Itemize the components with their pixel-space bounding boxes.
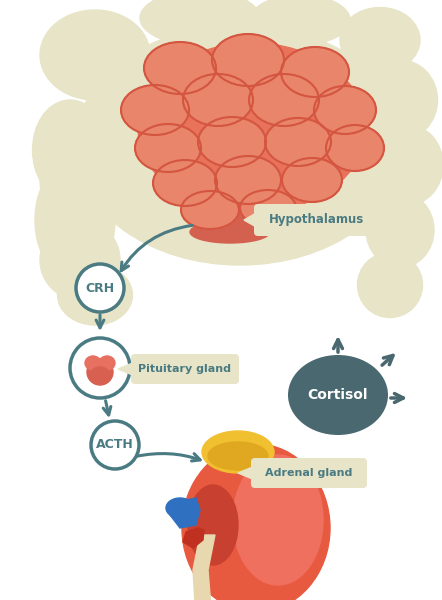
Ellipse shape — [190, 221, 270, 243]
Ellipse shape — [166, 498, 194, 518]
Text: Pituitary gland: Pituitary gland — [138, 364, 232, 374]
Ellipse shape — [208, 442, 268, 470]
Ellipse shape — [135, 124, 201, 172]
Ellipse shape — [188, 485, 238, 565]
Ellipse shape — [182, 444, 330, 600]
Ellipse shape — [57, 265, 133, 325]
FancyArrowPatch shape — [136, 454, 200, 461]
Ellipse shape — [33, 100, 107, 200]
Ellipse shape — [340, 7, 420, 73]
Ellipse shape — [91, 367, 109, 381]
FancyArrowPatch shape — [334, 340, 343, 352]
Ellipse shape — [183, 74, 253, 126]
FancyBboxPatch shape — [251, 458, 367, 488]
Ellipse shape — [240, 190, 296, 226]
FancyArrowPatch shape — [96, 315, 104, 328]
Ellipse shape — [281, 47, 349, 97]
FancyArrowPatch shape — [391, 394, 404, 403]
Polygon shape — [118, 362, 135, 376]
Text: Hypothalamus: Hypothalamus — [269, 214, 365, 226]
FancyArrowPatch shape — [382, 355, 393, 365]
Ellipse shape — [40, 130, 130, 230]
Ellipse shape — [121, 85, 189, 135]
Polygon shape — [170, 498, 200, 528]
Ellipse shape — [358, 253, 423, 317]
FancyArrowPatch shape — [121, 226, 192, 271]
Polygon shape — [238, 466, 255, 480]
Ellipse shape — [140, 0, 260, 46]
Ellipse shape — [181, 191, 239, 229]
Ellipse shape — [40, 220, 120, 300]
Ellipse shape — [212, 34, 284, 86]
Ellipse shape — [366, 193, 434, 268]
Ellipse shape — [282, 158, 342, 202]
Ellipse shape — [198, 117, 266, 167]
Polygon shape — [183, 528, 204, 548]
Polygon shape — [244, 212, 258, 228]
Ellipse shape — [250, 0, 350, 45]
FancyArrowPatch shape — [103, 401, 111, 415]
Ellipse shape — [202, 431, 274, 473]
Ellipse shape — [362, 60, 438, 140]
Ellipse shape — [40, 10, 150, 100]
Ellipse shape — [326, 125, 384, 171]
Ellipse shape — [85, 356, 101, 370]
Ellipse shape — [215, 156, 281, 204]
Ellipse shape — [288, 355, 388, 435]
Ellipse shape — [35, 160, 115, 280]
FancyBboxPatch shape — [254, 204, 380, 236]
Text: CRH: CRH — [85, 281, 114, 295]
Ellipse shape — [314, 86, 376, 134]
Ellipse shape — [153, 160, 217, 206]
Ellipse shape — [373, 125, 442, 205]
Ellipse shape — [75, 25, 405, 265]
Ellipse shape — [87, 359, 113, 385]
Ellipse shape — [99, 356, 115, 370]
Ellipse shape — [265, 118, 331, 166]
Circle shape — [70, 338, 130, 398]
Ellipse shape — [249, 74, 319, 126]
Text: ACTH: ACTH — [96, 439, 134, 451]
Circle shape — [76, 264, 124, 312]
Ellipse shape — [138, 43, 366, 213]
Circle shape — [91, 421, 139, 469]
Text: Adrenal gland: Adrenal gland — [265, 468, 353, 478]
Ellipse shape — [144, 42, 216, 94]
Polygon shape — [193, 535, 215, 600]
FancyBboxPatch shape — [131, 354, 239, 384]
Ellipse shape — [233, 455, 323, 585]
Text: Cortisol: Cortisol — [308, 388, 368, 402]
Ellipse shape — [183, 199, 278, 231]
